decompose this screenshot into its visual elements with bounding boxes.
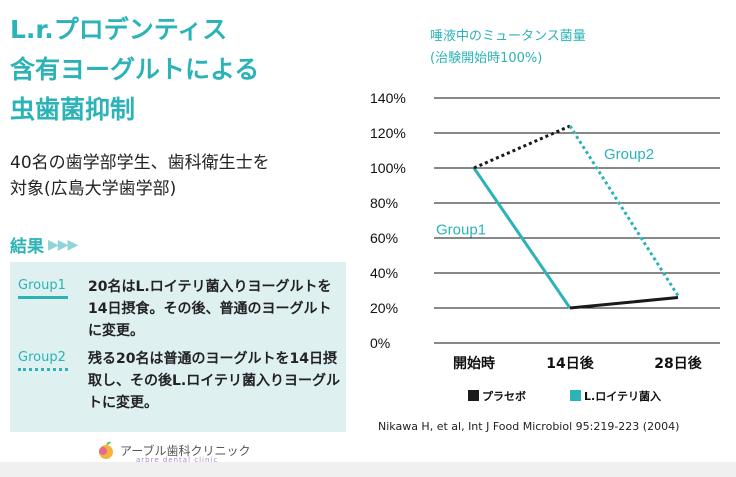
legend-swatch-placebo (468, 390, 479, 401)
triple-arrow-icon: ▶▶▶ (48, 236, 78, 253)
y-tick-label: 140% (370, 90, 406, 106)
results-label: 結果 (10, 237, 44, 257)
series-segment-group1 (472, 167, 572, 309)
y-tick-label: 0% (370, 335, 390, 351)
x-tick-label: 28日後 (654, 355, 702, 372)
series-label-group2: Group2 (604, 146, 654, 163)
group2-tag: Group2 (18, 350, 70, 371)
title-line-1: L.r.プロデンティス (10, 15, 228, 44)
study-subjects: 40名の歯学部学生、歯科衛生士を 対象(広島大学歯学部) (10, 150, 270, 202)
group2-description: 残る20名は普通のヨーグルトを14日摂取し、その後L.ロイテリ菌入りヨーグルトに… (88, 351, 340, 411)
clinic-subtitle: arbre dental clinic (136, 456, 219, 464)
title-line-2: 含有ヨーグルトによる (10, 55, 260, 84)
citation: Nikawa H, et al, Int J Food Microbiol 95… (378, 420, 680, 433)
chart-area: 唾液中のミュータンス菌量 (治験開始時100%) 140% 120% 100% 80%… (364, 0, 736, 460)
group1-description: 20名はL.ロイテリ菌入りヨーグルトを14日摂食。その後、普通のヨーグルトに変更… (88, 279, 332, 339)
line-chart: 140% 120% 100% 80% 60% 40% 20% 0% 開始時 14日後 28日後 Gro… (370, 90, 720, 403)
solid-line-icon (18, 296, 68, 299)
group1-label: Group1 (18, 278, 66, 293)
y-tick-label: 80% (370, 195, 398, 211)
group2-label: Group2 (18, 350, 66, 365)
y-tick-label: 60% (370, 230, 398, 246)
dotted-line-icon (18, 368, 68, 371)
left-panel: L.r.プロデンティス 含有ヨーグルトによる 虫歯菌抑制 40名の歯学部学生、歯… (0, 0, 364, 464)
series-segment-group2 (473, 124, 571, 170)
series-label-group1: Group1 (436, 221, 486, 238)
y-tick-label: 20% (370, 300, 398, 316)
y-tick-label: 120% (370, 125, 406, 141)
apple-logo-icon (99, 441, 113, 459)
y-tick-label: 100% (370, 160, 406, 176)
subject-line-2: 対象(広島大学歯学部) (10, 179, 177, 199)
legend-swatch-reuteri (570, 390, 581, 401)
bottom-bar (0, 462, 736, 477)
clinic-logo: アーブル歯科クリニック arbre dental clinic (96, 440, 251, 464)
clinic-name: アーブル歯科クリニック (120, 443, 251, 458)
title-line-3: 虫歯菌抑制 (10, 95, 136, 124)
chart-title-line-1: 唾液中のミュータンス菌量 (430, 29, 586, 44)
y-tick-label: 40% (370, 265, 398, 281)
series-segment-group1 (569, 296, 679, 310)
subject-line-1: 40名の歯学部学生、歯科衛生士を (10, 153, 270, 173)
x-tick-label: 14日後 (546, 355, 594, 372)
results-box: Group1 20名はL.ロイテリ菌入りヨーグルトを14日摂食。その後、普通のヨ… (10, 262, 346, 432)
page-title: L.r.プロデンティス 含有ヨーグルトによる 虫歯菌抑制 (10, 10, 259, 130)
legend-label-reuteri: L.ロイテリ菌入 (584, 389, 661, 403)
legend-label-placebo: プラセボ (482, 389, 526, 403)
group1-tag: Group1 (18, 278, 70, 299)
chart-title: 唾液中のミュータンス菌量 (治験開始時100%) (430, 26, 586, 70)
x-tick-label: 開始時 (453, 355, 495, 372)
results-heading: 結果 ▶▶▶ (10, 232, 78, 258)
chart-title-line-2: (治験開始時100%) (430, 51, 543, 66)
